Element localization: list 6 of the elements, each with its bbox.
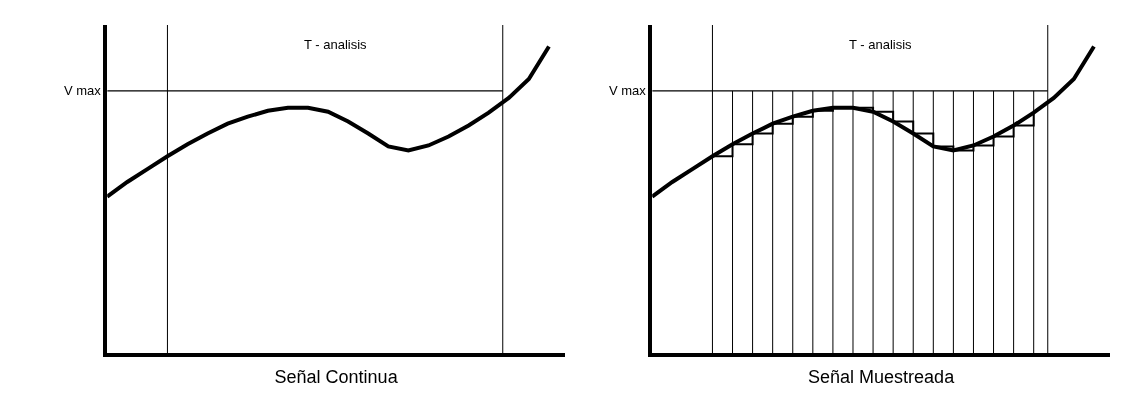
ref-line-label: V max xyxy=(609,83,647,98)
x-axis-title: Señal Muestreada xyxy=(808,366,956,387)
annotation: T - analisis xyxy=(849,37,913,52)
annotation: T - analisis xyxy=(304,37,368,52)
ref-line-label: V max xyxy=(64,83,102,98)
x-axis-title: Señal Continua xyxy=(274,366,399,387)
